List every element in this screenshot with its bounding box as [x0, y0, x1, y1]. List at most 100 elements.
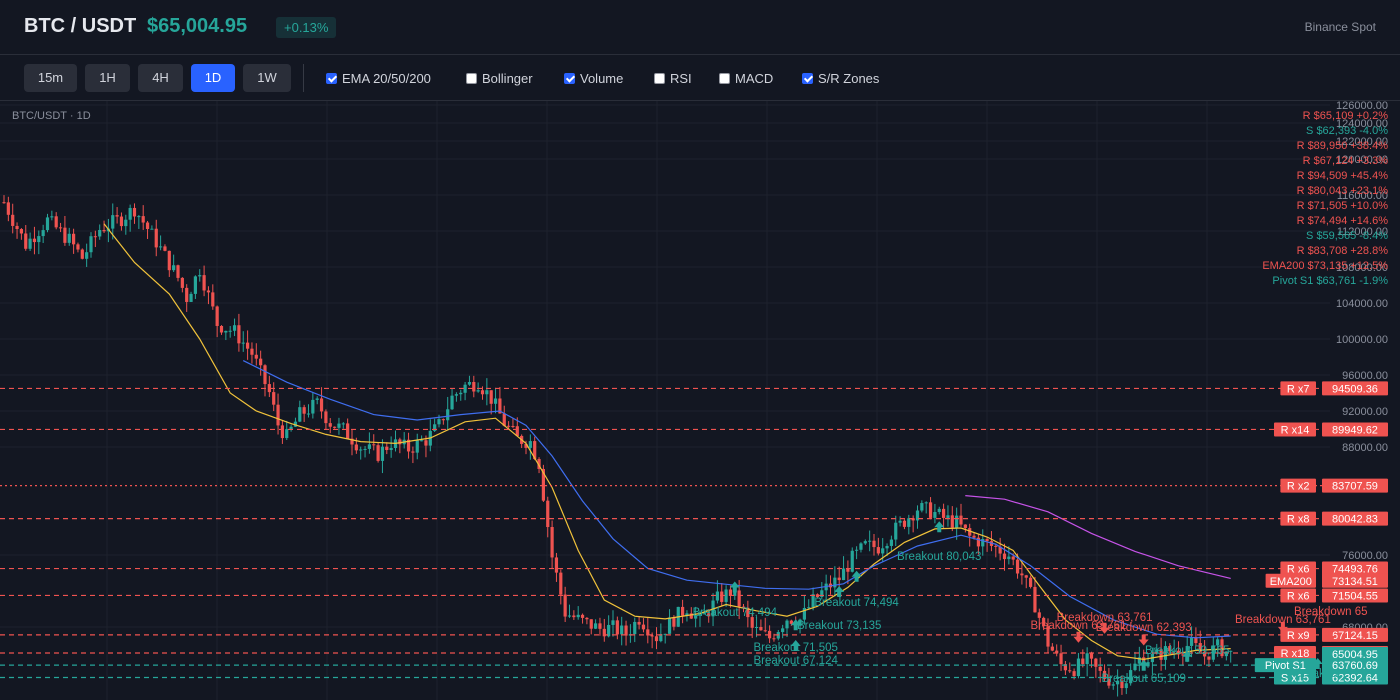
signal-label: Breakout 73,135 [797, 620, 881, 632]
sr-zone-tag-bg [1274, 646, 1316, 661]
candle [1050, 646, 1054, 651]
candle [541, 468, 545, 501]
volume-checkbox[interactable] [564, 72, 575, 84]
breakdown-arrow-icon [1325, 630, 1336, 642]
candle [1194, 637, 1198, 644]
candle [1176, 650, 1181, 655]
zone-legend-item: R $71,505 +10.0% [1296, 200, 1388, 212]
sr-zones-checkbox[interactable] [802, 72, 813, 84]
ema20-line [103, 223, 1231, 661]
candle [224, 330, 228, 333]
ema200-price: 73134.51 [1332, 576, 1378, 588]
macd-checkbox[interactable] [719, 72, 730, 84]
candle [1042, 617, 1046, 627]
signal-label: Breakout [1295, 668, 1342, 680]
candle [459, 392, 463, 395]
sr-zone-tag: R x9 [1287, 630, 1310, 642]
timeframe-1w-button[interactable]: 1W [243, 64, 291, 92]
timeframe-1h-button[interactable]: 1H [85, 64, 130, 92]
y-tick-label: 88000.00 [1342, 442, 1388, 454]
candle [1137, 657, 1141, 664]
candle [524, 443, 528, 448]
signal-label: Breakout 67,124 [753, 655, 838, 667]
candle [1207, 656, 1211, 660]
candle [1216, 639, 1220, 646]
timeframe-15m-button[interactable]: 15m [24, 64, 77, 92]
candle [598, 623, 602, 629]
candle [1116, 680, 1120, 685]
candle [781, 628, 785, 633]
chart-toolbar: 15m 1H 4H 1D 1W EMA 20/50/200 Bollinger … [0, 56, 1400, 101]
sr-zone-tag-bg [1280, 588, 1316, 603]
sr-zone-tag: R x2 [1287, 481, 1310, 493]
timeframe-1d-button[interactable]: 1D [191, 64, 235, 92]
sr-zone-price-bg [1322, 627, 1388, 642]
rsi-toggle[interactable]: RSI [654, 70, 692, 86]
sr-zones-toggle-label: S/R Zones [818, 70, 880, 86]
candle [881, 548, 885, 554]
pair-symbol: BTC / USDT [24, 15, 137, 37]
sr-zone-tag: Pivot S1 [1265, 660, 1306, 672]
candle [972, 535, 976, 538]
candle [802, 607, 806, 620]
ema-checkbox[interactable] [326, 72, 337, 84]
breakout-arrow-icon [1182, 650, 1193, 662]
candle [267, 384, 271, 393]
y-tick-label: 104000.00 [1336, 298, 1388, 310]
candle [489, 390, 493, 404]
ema200-line [965, 495, 1231, 579]
candle [241, 342, 245, 344]
candle [193, 276, 197, 294]
candle [37, 236, 41, 243]
signal-label: Breakout 65,109 [1101, 673, 1185, 685]
candle [528, 441, 532, 448]
y-tick-label: 122000.00 [1336, 136, 1388, 148]
timeframe-4h-button[interactable]: 4H [138, 64, 183, 92]
sr-zone-tag: R x8 [1287, 514, 1310, 526]
candle [145, 222, 150, 229]
ema-toggle[interactable]: EMA 20/50/200 [326, 70, 431, 86]
signal-label: Breakout 80,043 [897, 551, 981, 563]
candle [341, 423, 345, 425]
candle [202, 275, 206, 291]
change-badge: +0.13% [276, 17, 337, 38]
candle [1203, 651, 1207, 657]
candle [733, 590, 737, 596]
candle [15, 225, 19, 230]
candle [728, 589, 733, 596]
macd-toggle[interactable]: MACD [719, 70, 773, 86]
bollinger-toggle[interactable]: Bollinger [466, 70, 533, 86]
candle [580, 614, 585, 618]
candle [19, 229, 23, 234]
rsi-checkbox[interactable] [654, 72, 665, 84]
price-chart[interactable]: 126000.00 124000.00 122000.00 120000.00 1160… [0, 101, 1400, 700]
y-tick-label: 116000.00 [1337, 190, 1388, 202]
candle [159, 246, 163, 248]
candle [189, 293, 193, 302]
zone-legend-item: EMA200 $73,135 +12.5% [1262, 260, 1388, 272]
candle [480, 390, 485, 395]
candle [463, 384, 467, 393]
sr-zone-price: 67124.15 [1332, 630, 1378, 642]
breakdown-arrow-icon [1138, 634, 1149, 646]
candle [1102, 670, 1107, 679]
candle [946, 515, 950, 518]
candle [215, 306, 219, 326]
zone-legend-item: R $74,494 +14.6% [1296, 215, 1388, 227]
candle [1111, 684, 1115, 686]
candle [1198, 643, 1202, 652]
candle [433, 424, 437, 431]
candle [915, 510, 920, 521]
candle [1072, 671, 1076, 677]
breakout-arrow-icon [934, 521, 945, 533]
candle [898, 520, 902, 523]
candle [328, 423, 332, 427]
candle [311, 399, 315, 414]
candle [633, 621, 637, 635]
candle [1024, 575, 1028, 578]
sr-zones-toggle[interactable]: S/R Zones [802, 70, 879, 86]
volume-toggle[interactable]: Volume [564, 70, 623, 86]
candle [346, 423, 350, 439]
bollinger-checkbox[interactable] [466, 72, 477, 84]
candle [720, 591, 724, 602]
